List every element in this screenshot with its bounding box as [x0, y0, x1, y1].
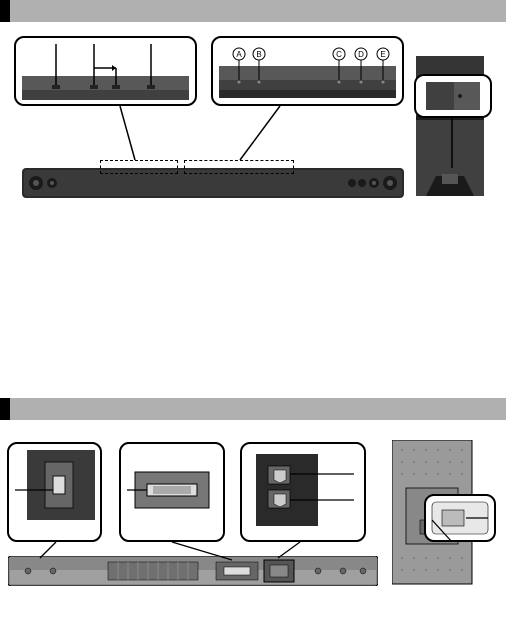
soundbar-rear [8, 556, 378, 586]
rear-callout-c [240, 442, 366, 542]
section-1-tab [0, 0, 10, 22]
rear-callout-a [7, 442, 102, 542]
subwoofer-rear-callout [424, 494, 496, 542]
subwoofer-callout-svg [416, 76, 490, 116]
rear-callout-b [119, 442, 225, 542]
section-2-tab [0, 398, 10, 420]
rear-callout-b-svg [121, 444, 223, 540]
subwoofer-callout [414, 74, 492, 118]
section-1-header [0, 0, 506, 22]
svg-text:D: D [358, 50, 364, 59]
svg-text:B: B [256, 50, 261, 59]
svg-text:A: A [236, 50, 242, 59]
svg-text:C: C [336, 50, 342, 59]
section-2-header [0, 398, 506, 420]
rear-callout-c-svg [242, 444, 364, 540]
callout-1 [14, 36, 197, 106]
svg-text:E: E [380, 50, 385, 59]
subwoofer-rear-callout-svg [426, 496, 494, 540]
callout-1-svg [16, 38, 195, 104]
callout-2: A B C D E [211, 36, 404, 106]
dash-region-1 [100, 160, 178, 174]
callout-2-svg: A B C D E [213, 38, 402, 104]
rear-callout-a-svg [9, 444, 100, 540]
dash-region-2 [184, 160, 294, 174]
